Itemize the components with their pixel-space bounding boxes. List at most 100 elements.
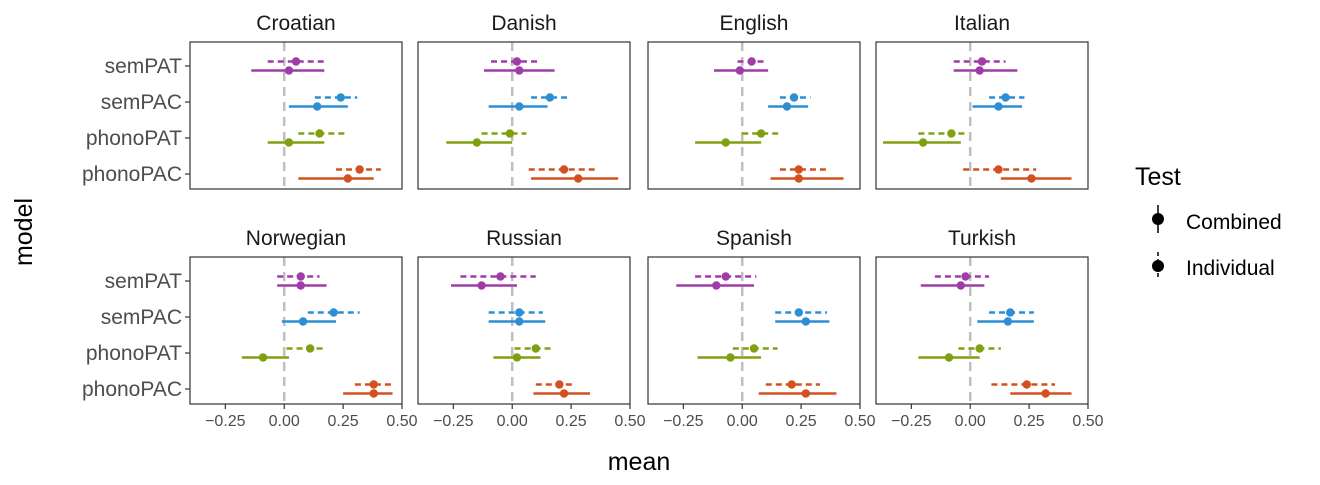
individual-point-phonopat-russian <box>531 344 540 353</box>
y-tick-label-sempac: semPAC <box>101 306 182 329</box>
combined-point-sempat-croatian <box>284 66 294 75</box>
individual-point-sempac-norwegian <box>329 308 338 317</box>
y-tick-label-phonopat: phonoPAT <box>86 127 182 150</box>
y-tick-label-sempac: semPAC <box>101 91 182 114</box>
individual-point-phonopat-spanish <box>749 344 759 353</box>
x-tick-label: 0.00 <box>727 413 758 430</box>
individual-point-sempat-danish <box>512 57 522 66</box>
facet-title-turkish: Turkish <box>948 227 1016 250</box>
individual-point-phonopac-spanish <box>787 380 796 389</box>
x-tick-label: −0.25 <box>663 413 704 430</box>
x-tick-label: 0.50 <box>844 413 875 430</box>
y-tick-label-sempat: semPAT <box>105 270 183 293</box>
facet-title-norwegian: Norwegian <box>246 227 346 250</box>
x-tick-label: 0.00 <box>269 413 300 430</box>
individual-point-phonopac-turkish <box>1022 380 1031 389</box>
legend-label-combined: Combined <box>1186 211 1282 234</box>
x-tick-label: 0.00 <box>497 413 528 430</box>
combined-point-phonopat-italian <box>918 138 928 147</box>
facet-panel-italian <box>875 41 1089 190</box>
individual-point-phonopac-russian <box>555 380 564 389</box>
individual-point-phonopac-english <box>794 165 803 174</box>
facet-panel-russian <box>417 256 631 405</box>
combined-point-phonopac-croatian <box>343 174 353 183</box>
facet-panel-croatian <box>189 41 403 190</box>
x-tick-label: −0.25 <box>891 413 932 430</box>
combined-point-sempac-russian <box>515 317 524 326</box>
individual-point-sempat-russian <box>496 272 505 281</box>
combined-point-sempat-spanish <box>712 281 721 290</box>
combined-point-phonopac-turkish <box>1041 389 1050 398</box>
facet-title-croatian: Croatian <box>256 12 335 35</box>
combined-point-phonopat-danish <box>472 138 482 147</box>
x-tick-label: −0.25 <box>433 413 474 430</box>
individual-point-phonopac-italian <box>994 165 1003 174</box>
individual-point-phonopac-norwegian <box>369 380 378 389</box>
combined-point-phonopac-danish <box>573 174 583 183</box>
individual-point-sempac-spanish <box>794 308 803 317</box>
combined-point-sempat-turkish <box>956 281 965 290</box>
combined-point-phonopat-spanish <box>726 353 735 362</box>
facet-title-russian: Russian <box>486 227 562 250</box>
individual-point-phonopat-turkish <box>975 344 984 353</box>
x-tick-label: 0.25 <box>328 413 359 430</box>
x-axis-title: mean <box>608 448 671 476</box>
y-tick-label-phonopac: phonoPAC <box>82 378 182 401</box>
x-tick-label: 0.00 <box>955 413 986 430</box>
x-tick-label: 0.25 <box>556 413 587 430</box>
individual-point-sempat-english <box>747 57 756 66</box>
combined-point-phonopac-norwegian <box>369 389 378 398</box>
combined-point-phonopac-italian <box>1027 174 1036 183</box>
individual-point-phonopat-croatian <box>315 129 324 138</box>
combined-point-sempat-norwegian <box>296 281 305 290</box>
individual-point-sempac-russian <box>515 308 524 317</box>
x-tick-label: 0.50 <box>614 413 645 430</box>
combined-point-sempac-croatian <box>313 102 322 111</box>
x-tick-label: 0.50 <box>386 413 417 430</box>
legend-label-individual: Individual <box>1186 257 1275 280</box>
combined-point-sempac-italian <box>994 102 1003 111</box>
combined-point-phonopat-norwegian <box>258 353 268 362</box>
individual-point-phonopat-italian <box>947 129 956 138</box>
facet-panel-norwegian <box>189 256 403 405</box>
individual-point-sempat-spanish <box>721 272 730 281</box>
y-axis-title: model <box>10 198 38 266</box>
x-tick-label: 0.25 <box>1014 413 1045 430</box>
individual-point-phonopac-danish <box>559 165 569 174</box>
facet-title-spanish: Spanish <box>716 227 792 250</box>
individual-point-sempac-croatian <box>336 93 345 102</box>
combined-point-phonopat-croatian <box>284 138 294 147</box>
facet-panel-danish <box>417 41 631 190</box>
y-tick-label-phonopac: phonoPAC <box>82 163 182 186</box>
legend-key-point-combined <box>1152 213 1164 225</box>
combined-point-sempat-russian <box>477 281 486 290</box>
combined-point-sempac-danish <box>515 102 524 111</box>
legend-title: Test <box>1135 163 1181 191</box>
facet-title-danish: Danish <box>491 12 556 35</box>
combined-point-sempac-turkish <box>1003 317 1013 326</box>
y-tick-label-sempat: semPAT <box>105 55 183 78</box>
combined-point-phonopac-spanish <box>801 389 811 398</box>
combined-point-sempac-norwegian <box>298 317 308 326</box>
combined-point-sempat-english <box>735 66 745 75</box>
individual-point-phonopat-english <box>756 129 766 138</box>
combined-point-sempac-spanish <box>801 317 811 326</box>
y-tick-label-phonopat: phonoPAT <box>86 342 182 365</box>
facet-panel-turkish <box>875 256 1089 405</box>
facet-panel-spanish <box>647 256 861 405</box>
individual-point-sempat-croatian <box>291 57 301 66</box>
combined-point-phonopac-russian <box>559 389 569 398</box>
combined-point-phonopat-russian <box>512 353 522 362</box>
combined-point-phonopac-english <box>794 174 803 183</box>
individual-point-sempac-italian <box>1001 93 1010 102</box>
individual-point-phonopat-norwegian <box>305 344 315 353</box>
individual-point-sempac-turkish <box>1006 308 1015 317</box>
individual-point-sempat-norwegian <box>296 272 305 281</box>
individual-point-phonopat-danish <box>505 129 515 138</box>
x-tick-label: −0.25 <box>205 413 246 430</box>
legend-key-point-individual <box>1152 260 1164 272</box>
combined-point-phonopat-turkish <box>944 353 954 362</box>
facet-title-italian: Italian <box>954 12 1010 35</box>
facet-title-english: English <box>720 12 789 35</box>
